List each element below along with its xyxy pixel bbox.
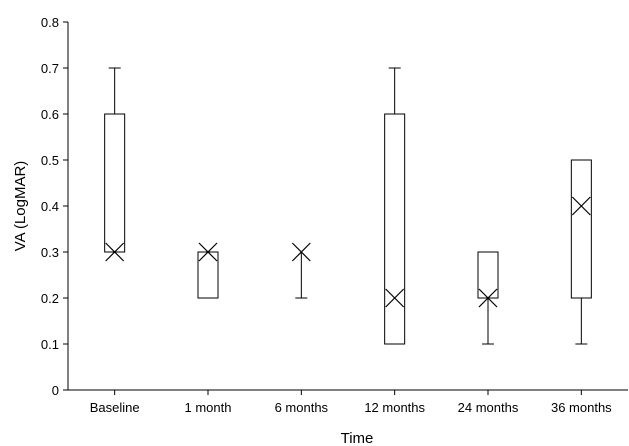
box-5 <box>477 251 499 345</box>
box-series <box>104 67 592 345</box>
y-tick-label: 0.1 <box>41 337 59 352</box>
iqr-box <box>104 113 126 253</box>
x-axis: Baseline 1 month 6 months 12 months 24 month… <box>68 389 628 415</box>
iqr-box <box>570 159 592 299</box>
x-tick-label: Baseline <box>90 400 140 415</box>
y-tick-label: 0.7 <box>41 61 59 76</box>
y-tick-label: 0.3 <box>41 245 59 260</box>
box-3 <box>291 242 311 299</box>
x-tick-label: 6 months <box>275 400 329 415</box>
box-4 <box>384 67 406 345</box>
y-tick-label: 0.5 <box>41 153 59 168</box>
box-1 <box>104 67 126 262</box>
x-axis-label: Time <box>341 430 374 446</box>
y-tick-label: 0.6 <box>41 107 59 122</box>
x-tick-label: 24 months <box>458 400 519 415</box>
mean-marker <box>478 288 498 308</box>
y-tick-label: 0.2 <box>41 291 59 306</box>
y-tick-label: 0 <box>52 383 59 398</box>
x-tick-label: 36 months <box>551 400 612 415</box>
iqr-box <box>384 113 406 345</box>
mean-marker <box>291 242 311 262</box>
y-tick-label: 0.4 <box>41 199 59 214</box>
y-axis-label: VA (LogMAR) <box>12 161 29 252</box>
x-tick-label: 1 month <box>185 400 232 415</box>
mean-marker <box>385 288 405 308</box>
mean-marker <box>198 242 218 262</box>
mean-marker <box>105 242 125 262</box>
y-axis: 0 0.1 0.2 0.3 0.4 0.5 0.6 0.7 0.8 <box>41 15 69 398</box>
x-tick-label: 12 months <box>364 400 425 415</box>
box-2 <box>197 242 219 299</box>
y-tick-label: 0.8 <box>41 15 59 30</box>
box-6 <box>570 159 592 345</box>
mean-marker <box>571 196 591 216</box>
